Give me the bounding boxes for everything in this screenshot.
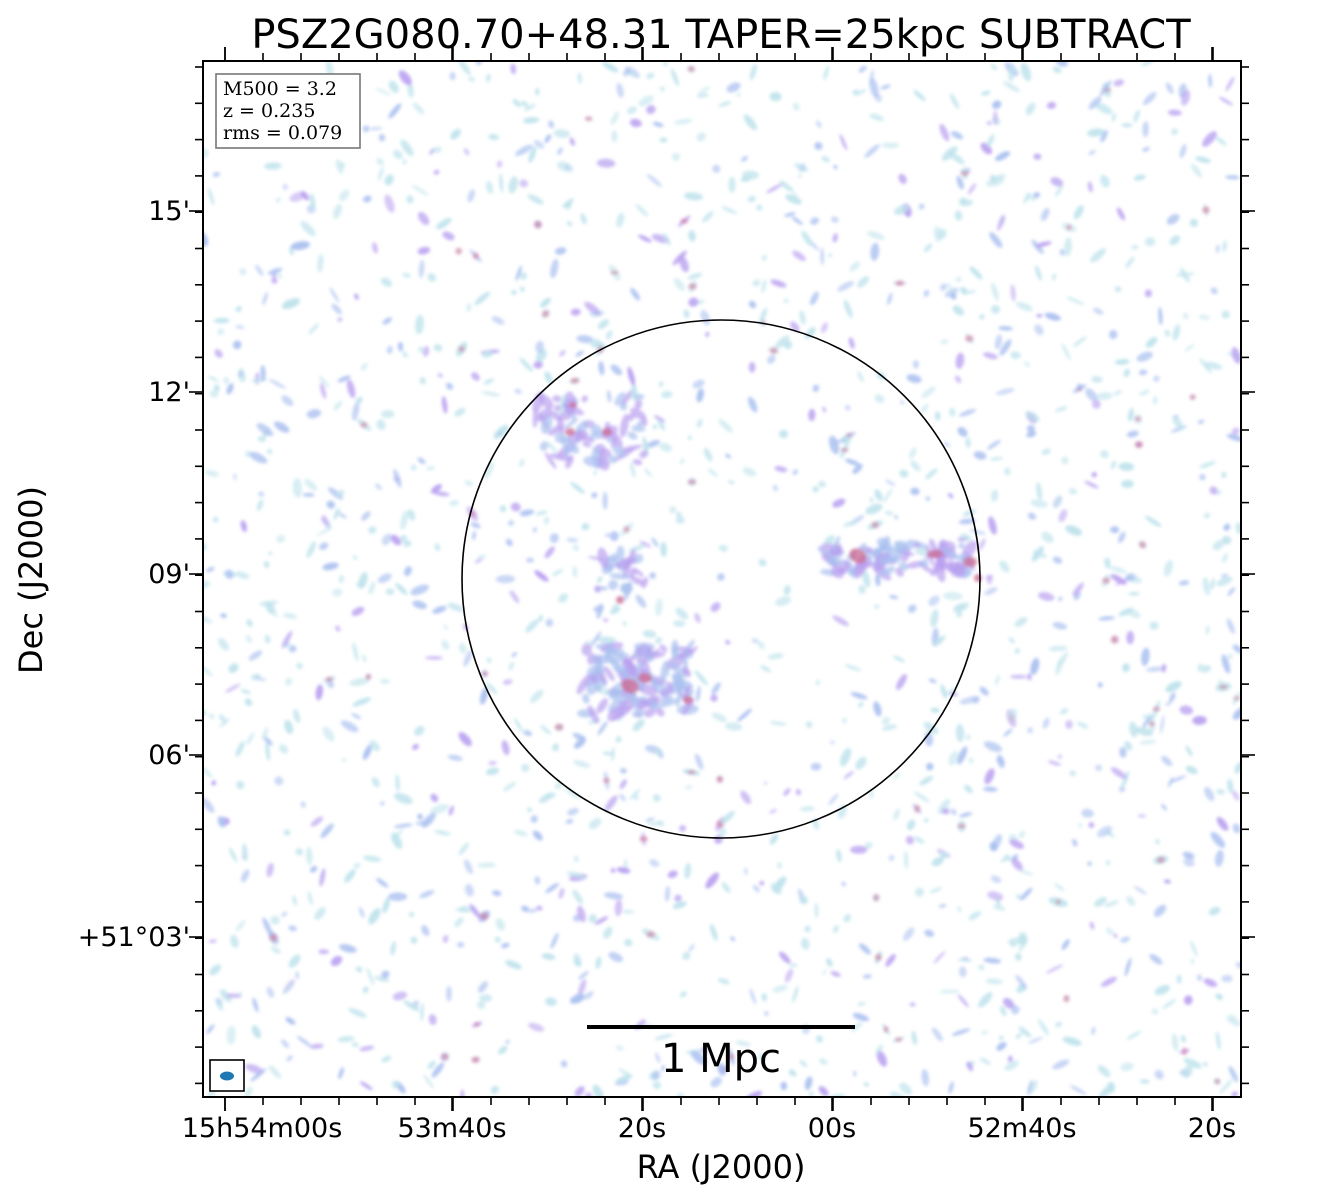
axis-ticks [189, 47, 1255, 1111]
y-tick-label-4: 06' [148, 740, 190, 771]
x-tick-label-2: 53m40s [397, 1113, 506, 1144]
x-tick-label-4: 00s [808, 1113, 856, 1144]
x-tick-label-5: 52m40s [967, 1113, 1076, 1144]
y-tick-label-1: 15' [148, 196, 190, 227]
info-redshift: z = 0.235 [223, 100, 315, 122]
y-tick-label-2: 12' [148, 377, 190, 408]
x-tick-label-6: 20s [1188, 1113, 1236, 1144]
info-rms: rms = 0.079 [223, 122, 342, 144]
x-tick-label-3: 20s [618, 1113, 666, 1144]
y-tick-label-3: 09' [148, 559, 190, 590]
scale-bar-label: 1 Mpc [661, 1036, 781, 1082]
info-m500: M500 = 3.2 [223, 78, 337, 100]
r500-circle [461, 319, 981, 839]
plot-frame [202, 60, 1242, 1098]
x-tick-label-1: 15h54m00s [182, 1113, 343, 1144]
beam-box [209, 1059, 245, 1092]
figure-title: PSZ2G080.70+48.31 TAPER=25kpc SUBTRACT [251, 12, 1191, 58]
y-tick-label-5: +51°03' [78, 922, 190, 953]
beam-ellipse-icon [220, 1071, 234, 1081]
y-axis-label: Dec (J2000) [12, 486, 50, 674]
info-box: M500 = 3.2 z = 0.235 rms = 0.079 [215, 73, 361, 149]
x-axis-label: RA (J2000) [637, 1148, 806, 1186]
